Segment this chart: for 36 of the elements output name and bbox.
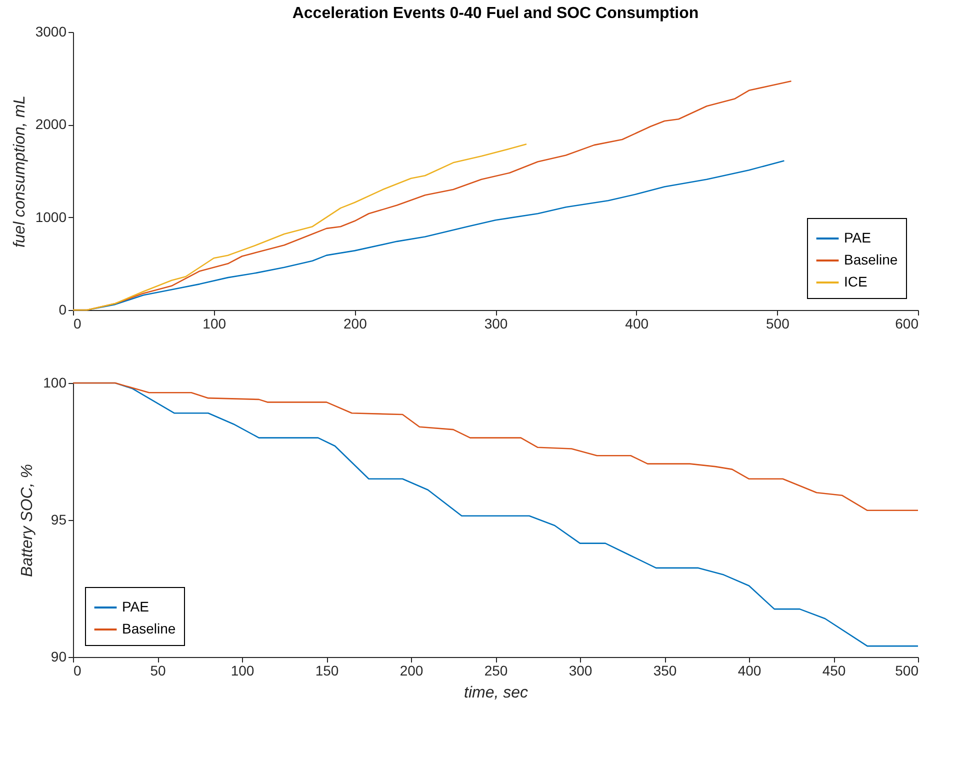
legend-label: PAE bbox=[122, 598, 149, 614]
x-tick-label: 250 bbox=[484, 662, 508, 678]
legend-label: Baseline bbox=[844, 252, 898, 268]
y-axis-title: Battery SOC, % bbox=[19, 464, 36, 577]
legend-label: ICE bbox=[844, 274, 868, 290]
x-tick-label: 0 bbox=[74, 316, 82, 332]
x-tick-label: 600 bbox=[895, 316, 919, 332]
y-axis-title: fuel consumption, mL bbox=[11, 95, 28, 248]
y-tick-label: 100 bbox=[43, 374, 67, 390]
line-series bbox=[72, 382, 919, 512]
line-series bbox=[72, 143, 528, 311]
x-tick-label: 450 bbox=[822, 662, 846, 678]
y-tick-label: 2000 bbox=[35, 116, 67, 132]
x-axis-title: time, sec bbox=[464, 684, 528, 702]
y-tick-label: 3000 bbox=[35, 24, 67, 40]
y-tick-label: 95 bbox=[50, 512, 67, 528]
legend-label: PAE bbox=[844, 230, 871, 246]
legend-label: Baseline bbox=[122, 620, 176, 636]
y-tick-label: 90 bbox=[50, 648, 67, 664]
x-tick-label: 100 bbox=[230, 662, 254, 678]
x-tick-label: 400 bbox=[625, 316, 649, 332]
x-tick-label: 350 bbox=[653, 662, 677, 678]
x-tick-label: 500 bbox=[766, 316, 790, 332]
x-tick-label: 200 bbox=[400, 662, 424, 678]
x-tick-label: 100 bbox=[202, 316, 226, 332]
x-tick-label: 500 bbox=[895, 662, 919, 678]
x-tick-label: 300 bbox=[484, 316, 508, 332]
y-tick-label: 0 bbox=[58, 302, 67, 318]
x-tick-label: 400 bbox=[738, 662, 762, 678]
x-tick-label: 0 bbox=[74, 662, 82, 678]
y-tick-label: 1000 bbox=[35, 208, 67, 225]
x-tick-label: 300 bbox=[568, 662, 592, 678]
x-tick-label: 50 bbox=[150, 662, 166, 678]
x-tick-label: 200 bbox=[343, 316, 368, 332]
x-tick-label: 150 bbox=[315, 662, 339, 678]
chart-title: Acceleration Events 0-40 Fuel and SOC Consumption bbox=[292, 5, 699, 22]
